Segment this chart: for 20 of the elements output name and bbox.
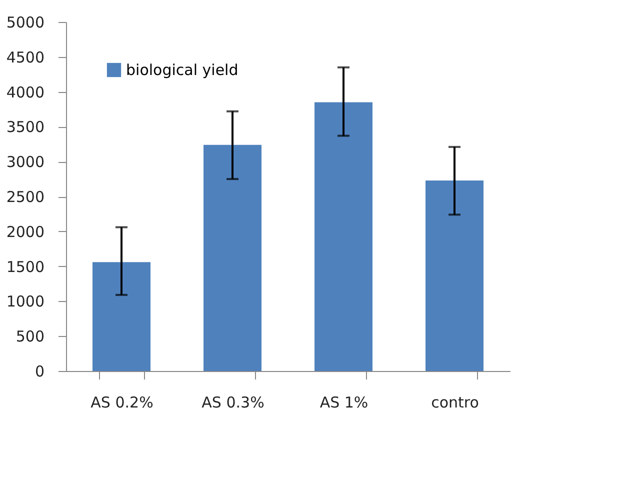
y-tick-label: 1500 bbox=[6, 258, 44, 276]
y-tick-label: 2000 bbox=[6, 222, 44, 241]
x-tick-label: AS 0.2% bbox=[90, 394, 154, 412]
x-tick-label: contro bbox=[431, 394, 479, 412]
y-tick-label: 3000 bbox=[6, 153, 44, 172]
bar bbox=[92, 262, 150, 371]
x-tick-label: AS 1% bbox=[320, 394, 368, 412]
y-tick-label: 2500 bbox=[6, 188, 44, 206]
y-tick-label: 5000 bbox=[6, 14, 44, 32]
legend-label: biological yield bbox=[126, 61, 238, 79]
y-tick-label: 3500 bbox=[6, 118, 44, 136]
bar bbox=[204, 144, 262, 371]
y-tick-label: 4500 bbox=[6, 48, 44, 66]
y-tick-label: 4000 bbox=[6, 83, 44, 102]
y-tick-label: 1000 bbox=[6, 292, 44, 311]
bar bbox=[426, 180, 484, 371]
bar bbox=[314, 102, 372, 371]
x-tick-label: AS 0.3% bbox=[202, 394, 264, 412]
y-tick-label: 500 bbox=[16, 328, 44, 346]
y-tick-label: 0 bbox=[34, 362, 44, 380]
